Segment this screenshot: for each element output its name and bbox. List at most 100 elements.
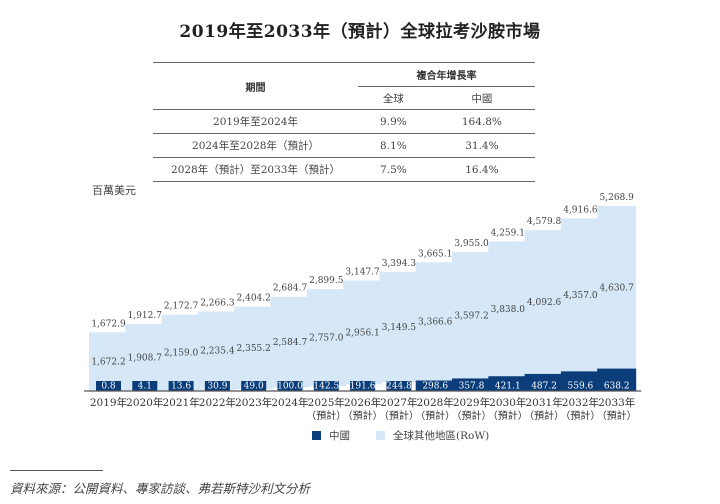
label-china: 13.6 [171,382,191,392]
bar-row-2029年 [452,252,491,379]
row-global: 9.9% [380,115,407,128]
x-tick-label: 2019年 [90,396,127,409]
legend-item-row: 全球其他地區(RoW) [376,428,489,443]
label-total: 2,684.7 [273,284,308,294]
subheader-china: 中國 [471,92,493,105]
bar-row-2022年 [197,311,237,390]
x-tick-label: 2025年 [308,396,345,409]
table-row: 2028年（預計）至2033年（預計） 7.5% 16.4% [153,157,535,182]
label-row: 4,357.0 [563,291,598,301]
x-tick-label: 2032年 [562,396,599,409]
bar-china-2027年 [386,381,412,391]
cagr-table: 期間 複合年增長率 全球 中國 2019年至2024年 9.9% 164.8% … [153,62,535,182]
legend-label-row: 全球其他地區(RoW) [393,430,490,442]
x-tick-label: 2030年 [489,396,526,409]
label-china: 0.8 [101,382,116,392]
label-total: 5,268.9 [600,193,635,203]
label-row: 2,355.2 [237,344,271,354]
label-row: 3,366.6 [418,317,453,327]
label-total: 3,394.3 [382,259,417,269]
label-total: 2,404.2 [237,294,271,304]
label-total: 3,955.0 [454,239,489,249]
x-tick-label: 2033年 [598,396,635,409]
label-total: 1,912.7 [128,311,163,321]
x-tick-sublabel: （預計） [452,409,492,422]
label-row: 1,908.7 [128,353,163,363]
bar-china-2022年 [204,381,230,391]
x-tick-label: 2028年 [417,396,454,409]
label-row: 2,757.0 [309,334,344,344]
label-china: 487.2 [531,382,557,392]
legend-swatch-china [312,431,321,440]
bar-row-2026年 [343,280,383,385]
bar-row-2020年 [125,323,165,391]
x-tick-sublabel: （預計） [379,409,419,422]
legend-label-china: 中國 [329,430,350,442]
label-row: 2,584.7 [273,338,308,348]
label-row: 4,092.6 [527,298,562,308]
label-china: 244.8 [386,382,412,392]
x-tick-label: 2021年 [162,396,199,409]
row-period: 2019年至2024年 [213,116,298,128]
bar-row-2021年 [161,314,201,391]
label-total: 2,899.5 [309,276,344,286]
bar-china-2031年 [524,373,564,391]
label-row: 1,672.2 [91,358,125,368]
row-china: 31.4% [465,139,499,152]
x-tick-label: 2023年 [235,396,272,409]
bar-china-2020年 [132,381,158,391]
label-china: 298.6 [422,382,448,392]
bar-row-2028年 [415,262,455,381]
subheader-global: 全球 [382,92,404,105]
bar-row-2031年 [524,230,564,374]
row-global: 8.1% [380,139,407,152]
x-tick-sublabel: （預計） [488,409,528,422]
x-tick-label: 2022年 [199,396,236,409]
row-period: 2028年（預計）至2033年（預計） [171,164,340,176]
x-tick-sublabel: （預計） [524,409,564,422]
label-row: 2,159.0 [164,349,199,359]
bar-row-2023年 [234,306,274,390]
x-tick-label: 2027年 [380,396,417,409]
bar-china-2023年 [241,381,267,391]
bar-china-2025年 [313,381,339,391]
label-row: 4,630.7 [600,283,635,293]
label-total: 4,579.8 [527,217,562,227]
bar-row-2025年 [306,289,346,386]
bar-row-2027年 [379,271,419,383]
x-tick-label: 2029年 [453,396,490,409]
bar-row-2033年 [597,206,637,369]
label-total: 3,147.7 [345,267,380,277]
label-china: 421.1 [495,382,521,392]
x-tick-sublabel: （預計） [597,409,637,422]
label-china: 191.6 [350,382,376,392]
bar-china-2019年 [96,381,121,391]
label-china: 559.6 [568,382,594,392]
bar-china-2026年 [350,381,376,391]
row-period: 2024年至2028年（預計） [192,140,319,152]
bar-china-2033年 [597,368,637,391]
label-china: 100.0 [277,382,303,392]
bar-china-2030年 [488,376,528,391]
label-china: 49.0 [244,382,264,392]
x-tick-sublabel: （預計） [343,409,383,422]
row-global: 7.5% [380,163,407,176]
source-divider [10,470,103,471]
row-china: 16.4% [465,163,499,176]
label-row: 2,235.4 [200,347,235,357]
label-total: 3,665.1 [418,249,452,259]
legend-item-china: 中國 [312,428,350,443]
label-row: 3,149.5 [382,323,417,333]
header-period: 期間 [245,82,266,94]
bar-row-2024年 [270,296,310,388]
label-china: 142.5 [313,382,339,392]
bar-china-2029年 [452,378,491,391]
bar-china-2024年 [277,381,303,391]
bar-row-2032年 [560,218,600,372]
table-row: 2019年至2024年 9.9% 164.8% [153,109,535,134]
label-total: 4,916.6 [563,205,598,215]
unit-label: 百萬美元 [92,184,136,197]
x-tick-label: 2020年 [126,396,163,409]
x-tick-sublabel: （預計） [560,409,600,422]
bar-china-2032年 [560,371,600,391]
